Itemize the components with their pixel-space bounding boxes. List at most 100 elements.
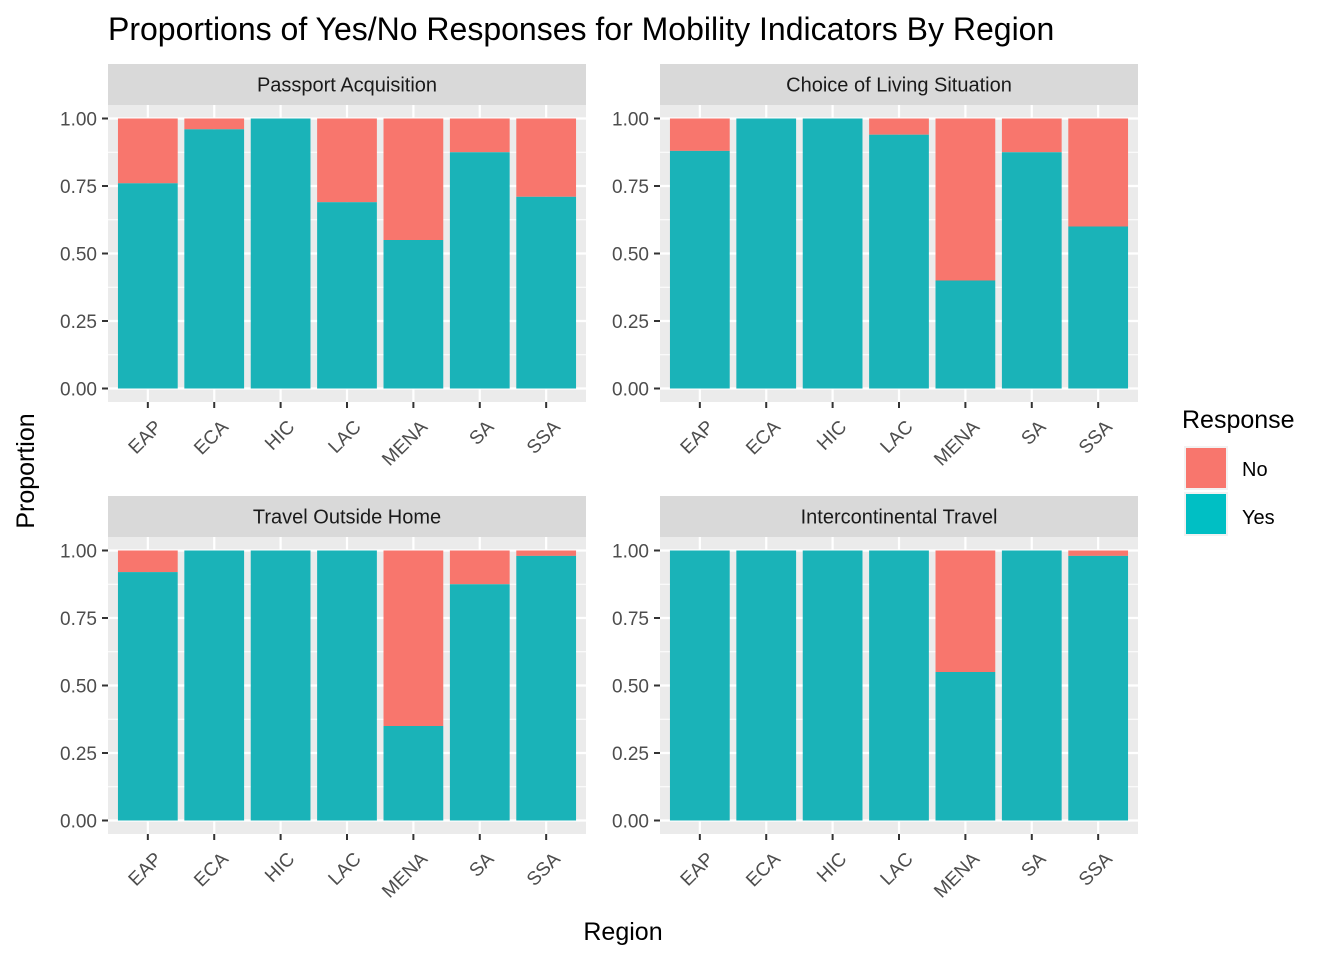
bar-no-ssa xyxy=(1068,550,1129,556)
x-tick-label: HIC xyxy=(813,417,851,455)
bar-no-eap xyxy=(669,118,730,151)
bar-no-eca xyxy=(184,118,245,130)
panel-passport-acquisition: Passport Acquisition 0.00 0.25 0.50 0.75 1.00… xyxy=(60,64,586,470)
facet-strip xyxy=(660,496,1138,537)
y-tick-label: 0.25 xyxy=(60,744,97,765)
chart-title: Proportions of Yes/No Responses for Mobi… xyxy=(108,11,1054,47)
bar-no-lac xyxy=(869,118,929,135)
y-tick-label: 0.75 xyxy=(612,177,649,198)
bar-yes-eap xyxy=(669,550,730,821)
x-tick-label: LAC xyxy=(877,849,918,890)
bar-no-sa xyxy=(1001,118,1062,153)
x-tick-label: MENA xyxy=(378,849,432,903)
x-tick-label: LAC xyxy=(325,849,366,890)
bar-yes-hic xyxy=(802,118,863,389)
bar-yes-eap xyxy=(117,572,178,821)
y-tick-label: 0.25 xyxy=(60,312,97,333)
bar-yes-mena xyxy=(935,672,996,821)
y-tick-label: 1.00 xyxy=(60,542,97,563)
bar-no-mena xyxy=(935,118,996,281)
bar-yes-mena xyxy=(383,240,444,389)
bar-no-eap xyxy=(117,118,178,184)
facet-strip xyxy=(108,496,586,537)
x-tick-label: MENA xyxy=(378,417,432,471)
x-tick-label: SSA xyxy=(523,417,565,459)
bar-yes-lac xyxy=(869,550,929,821)
legend-swatch-yes xyxy=(1186,494,1226,534)
x-tick-label: EAP xyxy=(125,849,167,891)
legend-title: Response xyxy=(1182,406,1295,434)
bar-yes-lac xyxy=(317,550,377,821)
x-tick-label: SA xyxy=(466,417,499,450)
x-tick-label: SA xyxy=(466,849,499,882)
legend-label-yes: Yes xyxy=(1242,507,1275,529)
x-tick-label: EAP xyxy=(677,849,719,891)
facet-strip-title: Travel Outside Home xyxy=(253,507,441,529)
bar-no-mena xyxy=(383,550,444,726)
bar-yes-eca xyxy=(736,550,797,821)
x-axis-title: Region xyxy=(583,918,662,946)
bar-yes-sa xyxy=(449,152,510,389)
bar-no-eap xyxy=(117,550,178,573)
y-tick-label: 0.25 xyxy=(612,744,649,765)
x-tick-label: SA xyxy=(1018,417,1051,450)
panel-intercontinental-travel: Intercontinental Travel 0.00 0.25 0.50 0.75 1… xyxy=(612,496,1138,902)
bar-yes-ssa xyxy=(1068,555,1129,821)
x-tick-label: HIC xyxy=(261,849,299,887)
bar-yes-eap xyxy=(669,150,730,389)
x-tick-label: ECA xyxy=(190,849,233,892)
x-tick-label: EAP xyxy=(677,417,719,459)
y-tick-label: 0.75 xyxy=(612,609,649,630)
y-tick-label: 0.00 xyxy=(612,812,649,833)
x-tick-label: SA xyxy=(1018,849,1051,882)
bar-yes-hic xyxy=(802,550,863,821)
bar-no-mena xyxy=(383,118,444,240)
facet-strip xyxy=(660,64,1138,105)
y-tick-label: 1.00 xyxy=(612,110,649,131)
y-tick-label: 0.75 xyxy=(60,177,97,198)
y-tick-label: 0.25 xyxy=(612,312,649,333)
bar-yes-mena xyxy=(935,280,996,389)
bar-yes-ssa xyxy=(1068,226,1129,389)
x-tick-label: ECA xyxy=(742,417,785,460)
bar-no-ssa xyxy=(516,550,577,556)
y-axis-title: Proportion xyxy=(12,413,40,528)
bar-yes-hic xyxy=(250,118,311,389)
bar-no-ssa xyxy=(1068,118,1129,227)
facet-strip-title: Intercontinental Travel xyxy=(801,507,998,529)
y-tick-label: 0.75 xyxy=(60,609,97,630)
x-tick-label: HIC xyxy=(813,849,851,887)
y-tick-label: 0.50 xyxy=(60,245,97,266)
bar-yes-ssa xyxy=(516,555,577,821)
bar-no-lac xyxy=(317,118,377,203)
x-tick-label: HIC xyxy=(261,417,299,455)
x-tick-label: MENA xyxy=(930,417,984,471)
x-tick-label: SSA xyxy=(1075,849,1117,891)
facet-strip-title: Passport Acquisition xyxy=(257,75,437,97)
legend: Response No Yes xyxy=(1182,406,1295,536)
bar-yes-sa xyxy=(449,584,510,821)
x-tick-label: LAC xyxy=(877,417,918,458)
bar-yes-lac xyxy=(869,134,929,389)
facet-strip xyxy=(108,64,586,105)
bar-yes-eca xyxy=(184,550,245,821)
x-tick-label: MENA xyxy=(930,849,984,903)
facet-panels: Passport Acquisition 0.00 0.25 0.50 0.75 1.00… xyxy=(60,64,1138,902)
bar-yes-sa xyxy=(1001,152,1062,389)
panel-choice-of-living-situation: Choice of Living Situation 0.00 0.25 0.50 0.… xyxy=(612,64,1138,470)
x-tick-label: EAP xyxy=(125,417,167,459)
bar-yes-sa xyxy=(1001,550,1062,821)
y-tick-label: 0.00 xyxy=(612,380,649,401)
x-tick-label: SSA xyxy=(1075,417,1117,459)
bar-yes-lac xyxy=(317,202,377,389)
bar-yes-eca xyxy=(736,118,797,389)
bar-no-ssa xyxy=(516,118,577,197)
bar-no-sa xyxy=(449,118,510,153)
panel-travel-outside-home: Travel Outside Home 0.00 0.25 0.50 0.75 1.00 E… xyxy=(60,496,586,902)
bar-yes-ssa xyxy=(516,196,577,389)
legend-label-no: No xyxy=(1242,459,1268,481)
x-tick-label: ECA xyxy=(742,849,785,892)
bar-yes-mena xyxy=(383,726,444,821)
bar-yes-hic xyxy=(250,550,311,821)
